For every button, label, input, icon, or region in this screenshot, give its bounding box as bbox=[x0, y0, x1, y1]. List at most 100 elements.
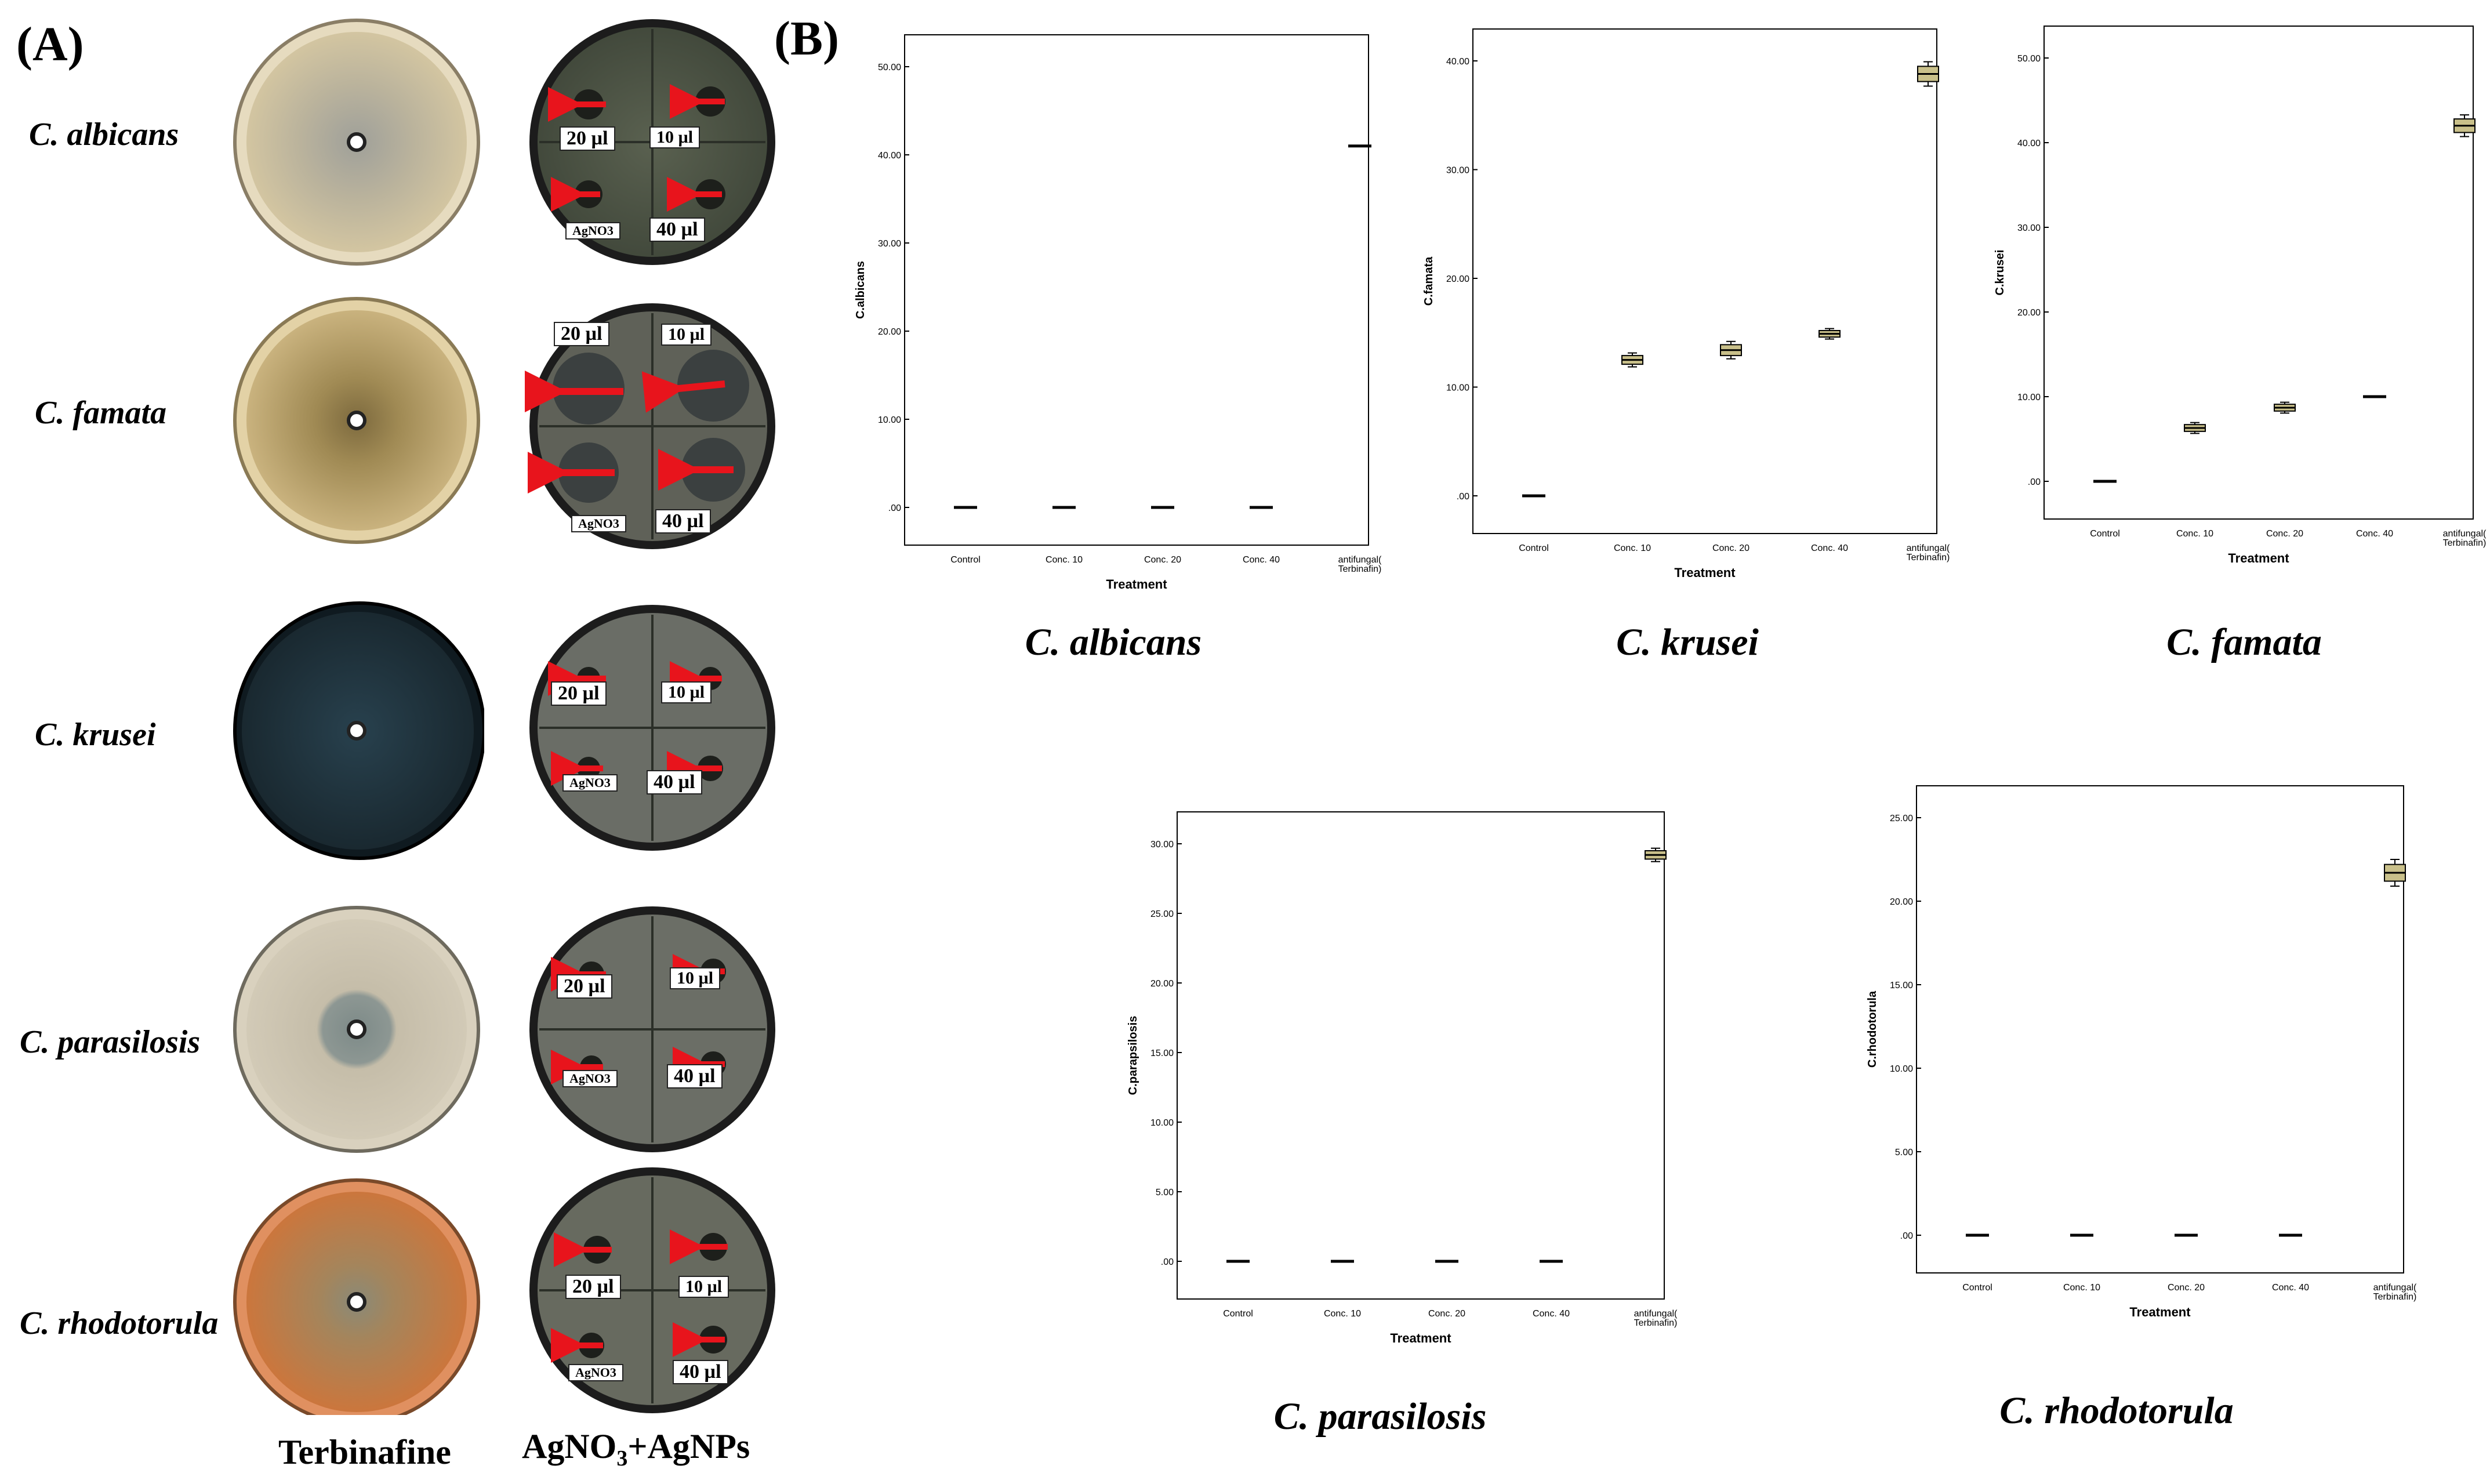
well-icon bbox=[347, 132, 366, 152]
x-tick-label: Conc. 40 bbox=[1811, 543, 1848, 553]
x-axis-label: Treatment bbox=[1390, 1331, 1451, 1345]
well-label-40: 40 µl bbox=[647, 770, 702, 794]
x-tick-label: antifungal( bbox=[2443, 529, 2487, 539]
chart-0: .00 10.00 20.00 30.00 40.00 50.00 C.albicans Co… bbox=[854, 34, 1382, 592]
well-label-20: 20 µl bbox=[557, 974, 612, 999]
plot-frame bbox=[2043, 26, 2474, 520]
well-label-10: 10 µl bbox=[670, 967, 721, 989]
x-tick-label: Conc. 10 bbox=[1324, 1309, 1361, 1319]
x-tick-label: Terbinafin) bbox=[2443, 538, 2487, 548]
chart-caption-albicans: C. albicans bbox=[1025, 621, 1202, 663]
x-axis-label: Treatment bbox=[2129, 1305, 2191, 1319]
y-tick-label: .00 bbox=[888, 503, 901, 513]
well-icon bbox=[347, 1019, 366, 1039]
x-tick-label: antifungal( bbox=[1907, 543, 1950, 553]
well-label-agno3: AgNO3 bbox=[565, 222, 620, 240]
well-label-10: 10 µl bbox=[661, 324, 712, 346]
y-axis-label: C.albicans bbox=[854, 261, 867, 319]
column-label-agno: AgNO bbox=[522, 1427, 617, 1465]
plate-famata-agnps bbox=[525, 303, 775, 549]
x-tick-label: Terbinafin) bbox=[1907, 553, 1950, 563]
well-icon bbox=[347, 721, 366, 741]
y-tick-label: 15.00 bbox=[1150, 1048, 1174, 1058]
plate-famata-terbinafine bbox=[233, 297, 480, 544]
x-tick-label: antifungal( bbox=[2373, 1283, 2417, 1293]
y-tick-label: .00 bbox=[1900, 1231, 1913, 1241]
well-label-20: 20 µl bbox=[560, 126, 615, 151]
y-tick-label: 30.00 bbox=[878, 239, 901, 249]
species-label-albicans: C. albicans bbox=[29, 117, 179, 153]
plate-albicans-terbinafine bbox=[233, 19, 480, 266]
x-tick-label: Conc. 40 bbox=[2356, 529, 2393, 539]
plate-rhodotorula-terbinafine bbox=[233, 1178, 480, 1415]
y-tick-label: 40.00 bbox=[2017, 139, 2041, 148]
plot-frame bbox=[1177, 811, 1665, 1300]
x-tick-label: Conc. 40 bbox=[1533, 1309, 1570, 1319]
y-tick-label: 50.00 bbox=[878, 63, 901, 72]
plot-frame bbox=[904, 34, 1369, 546]
column-label-sub: 3 bbox=[616, 1446, 628, 1471]
y-tick-label: 50.00 bbox=[2017, 54, 2041, 64]
y-axis-label: C.rhodotorula bbox=[1866, 990, 1879, 1068]
well-label-40: 40 µl bbox=[649, 217, 705, 242]
species-label-krusei: C. krusei bbox=[35, 717, 156, 753]
x-tick-label: Conc. 10 bbox=[1046, 555, 1083, 565]
plot-frame bbox=[1472, 28, 1937, 534]
y-tick-label: 40.00 bbox=[878, 151, 901, 161]
arrow-icon bbox=[641, 371, 725, 413]
well-label-agno3: AgNO3 bbox=[568, 1364, 623, 1381]
y-axis-label: C.krusei bbox=[1994, 250, 2006, 296]
x-tick-label: Terbinafin) bbox=[1634, 1318, 1678, 1328]
well-label-40: 40 µl bbox=[655, 509, 711, 534]
x-tick-label: Control bbox=[1519, 543, 1549, 553]
well-label-10: 10 µl bbox=[649, 126, 700, 148]
x-tick-label: Conc. 40 bbox=[2272, 1283, 2309, 1293]
y-tick-label: 25.00 bbox=[1890, 814, 1913, 823]
column-label-terbinafine: Terbinafine bbox=[278, 1433, 451, 1471]
well-label-20: 20 µl bbox=[551, 681, 607, 706]
y-tick-label: 20.00 bbox=[1446, 274, 1469, 284]
y-tick-label: 20.00 bbox=[2017, 308, 2041, 318]
y-axis-label: C.famata bbox=[1422, 256, 1435, 306]
y-tick-label: .00 bbox=[1457, 492, 1469, 502]
y-tick-label: 30.00 bbox=[1446, 166, 1469, 176]
y-tick-label: 20.00 bbox=[1150, 979, 1174, 989]
chart-1: .00 10.00 20.00 30.00 40.00 C.famata Control Co… bbox=[1422, 28, 1950, 580]
y-tick-label: 30.00 bbox=[2017, 223, 2041, 233]
y-tick-label: .00 bbox=[2028, 477, 2041, 487]
x-tick-label: Control bbox=[950, 555, 981, 565]
x-tick-label: antifungal( bbox=[1634, 1309, 1678, 1319]
x-tick-label: Conc. 10 bbox=[2063, 1283, 2100, 1293]
panel-b-label: (B) bbox=[774, 12, 839, 66]
panel-a-label: (A) bbox=[16, 17, 84, 71]
chart-caption-famata: C. famata bbox=[2166, 621, 2322, 663]
y-tick-label: 20.00 bbox=[1890, 897, 1913, 907]
y-tick-label: 15.00 bbox=[1890, 981, 1913, 990]
y-tick-label: .00 bbox=[1161, 1257, 1174, 1267]
plate-krusei-terbinafine bbox=[233, 601, 484, 860]
y-tick-label: 10.00 bbox=[878, 415, 901, 425]
chart-2: .00 10.00 20.00 30.00 40.00 50.00 C.krusei Cont… bbox=[1994, 26, 2487, 565]
well-label-20: 20 µl bbox=[565, 1275, 621, 1299]
x-tick-label: Terbinafin) bbox=[2373, 1292, 2417, 1302]
well-label-10: 10 µl bbox=[678, 1276, 729, 1298]
chart-caption-rhodotorula: C. rhodotorula bbox=[1999, 1389, 2234, 1432]
y-axis-label: C.parapsilosis bbox=[1127, 1016, 1139, 1095]
x-axis-label: Treatment bbox=[1674, 565, 1736, 580]
well-label-10: 10 µl bbox=[661, 681, 712, 703]
y-tick-label: 10.00 bbox=[2017, 393, 2041, 402]
y-tick-label: 40.00 bbox=[1446, 57, 1469, 67]
x-tick-label: Conc. 10 bbox=[1614, 543, 1651, 553]
y-tick-label: 5.00 bbox=[1156, 1188, 1174, 1198]
x-tick-label: antifungal( bbox=[1338, 555, 1382, 565]
terbinafine-plates bbox=[233, 19, 484, 1415]
well-icon bbox=[347, 1292, 366, 1312]
well-label-40: 40 µl bbox=[673, 1360, 728, 1384]
x-tick-label: Control bbox=[1223, 1309, 1253, 1319]
well-label-40: 40 µl bbox=[667, 1064, 723, 1088]
chart-4: .00 5.00 10.00 15.00 20.00 25.00 C.rhodotorula… bbox=[1866, 785, 2417, 1319]
plate-parasilosis-terbinafine bbox=[233, 906, 480, 1153]
y-tick-label: 10.00 bbox=[1446, 383, 1469, 393]
chart-caption-krusei: C. krusei bbox=[1616, 621, 1759, 663]
